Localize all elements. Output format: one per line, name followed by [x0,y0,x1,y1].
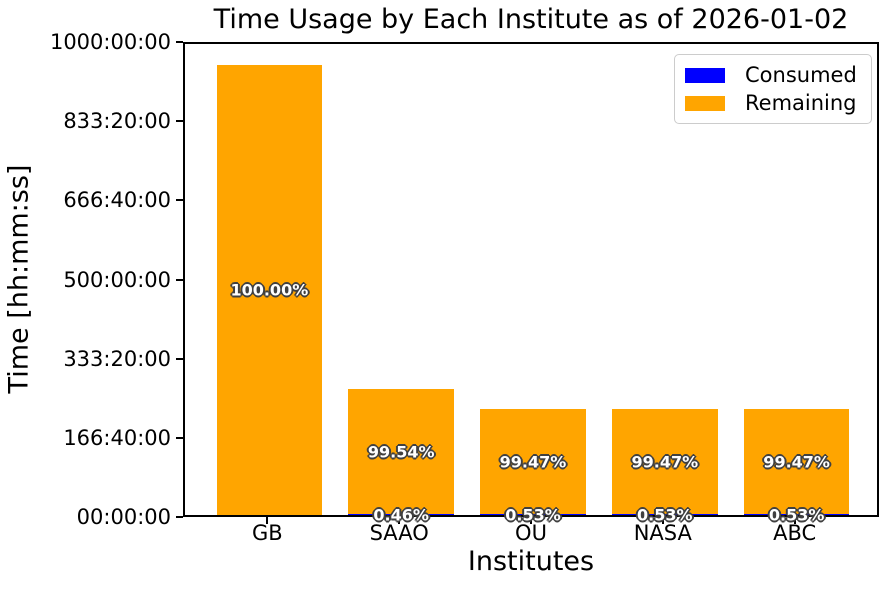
y-tick-label: 500:00:00 [63,267,171,292]
plot-area: 100.00% 99.54% 0.46% 99.47% 0.53% 99.47% 0.53%… [183,42,879,524]
consumed-segment [612,514,718,515]
bar-gb: 100.00% [216,65,323,515]
legend-label-consumed: Consumed [745,63,857,87]
bar-abc: 99.47% 0.53% [743,409,850,524]
y-tick-mark [176,120,183,123]
remaining-segment [348,388,454,515]
consumed-segment [743,514,850,515]
remaining-pct-label: 99.54% [367,442,435,462]
chart-title: Time Usage by Each Institute as of 2026-… [213,4,849,35]
x-tick-label: OU [515,521,547,545]
y-tick-mark [176,41,183,43]
legend-label-remaining: Remaining [745,91,857,115]
x-tick-label: NASA [633,521,692,545]
y-tick-label: 1000:00:00 [49,30,171,54]
y-tick-label: 833:20:00 [63,109,171,134]
legend-entry-consumed: Consumed [685,61,861,89]
x-tick-mark [793,517,796,524]
consumed-pct-label: 0.53% [505,505,561,525]
y-tick-mark [176,199,183,202]
bar-nasa: 99.47% 0.53% [612,409,718,524]
remaining-pct-label: 99.47% [499,452,567,472]
legend: Consumed Remaining [674,54,872,124]
consumed-pct-label: 0.46% [373,505,429,525]
x-tick-mark [398,517,401,524]
consumed-pct-label: 0.53% [637,505,693,525]
remaining-segment [743,409,850,515]
x-tick-mark [661,517,664,524]
legend-entry-remaining: Remaining [685,89,861,117]
x-tick-mark [266,517,269,524]
x-tick-label: ABC [773,521,817,545]
x-axis-label: Institutes [467,546,595,577]
remaining-pct-label: 99.47% [631,452,699,472]
consumed-segment [348,514,454,515]
remaining-segment [480,409,586,515]
consumed-swatch-icon [685,67,725,83]
y-tick-label: 00:00:00 [76,505,171,529]
x-tick-mark [530,517,532,524]
bar-saao: 99.54% 0.46% [348,388,454,524]
y-tick-mark [176,516,183,518]
remaining-segment [612,409,718,515]
y-tick-mark [176,278,183,281]
consumed-pct-label: 0.53% [768,505,825,525]
remaining-pct-label: 100.00% [230,280,309,300]
y-tick-label: 666:40:00 [63,188,171,213]
y-tick-label: 333:20:00 [63,346,171,371]
y-axis-label: Time [hh:mm:ss] [3,164,35,394]
remaining-pct-label: 99.47% [763,452,830,472]
y-tick-mark [176,357,183,360]
y-tick-label: 166:40:00 [63,425,171,450]
bar-ou: 99.47% 0.53% [480,409,586,524]
bars-container: 100.00% 99.54% 0.46% 99.47% 0.53% 99.47% 0.53%… [185,44,877,524]
x-tick-label: GB [252,521,283,545]
x-tick-label: SAAO [369,521,429,545]
y-tick-mark [176,436,183,439]
consumed-segment [480,514,586,515]
remaining-swatch-icon [685,95,725,111]
remaining-segment [216,65,323,515]
